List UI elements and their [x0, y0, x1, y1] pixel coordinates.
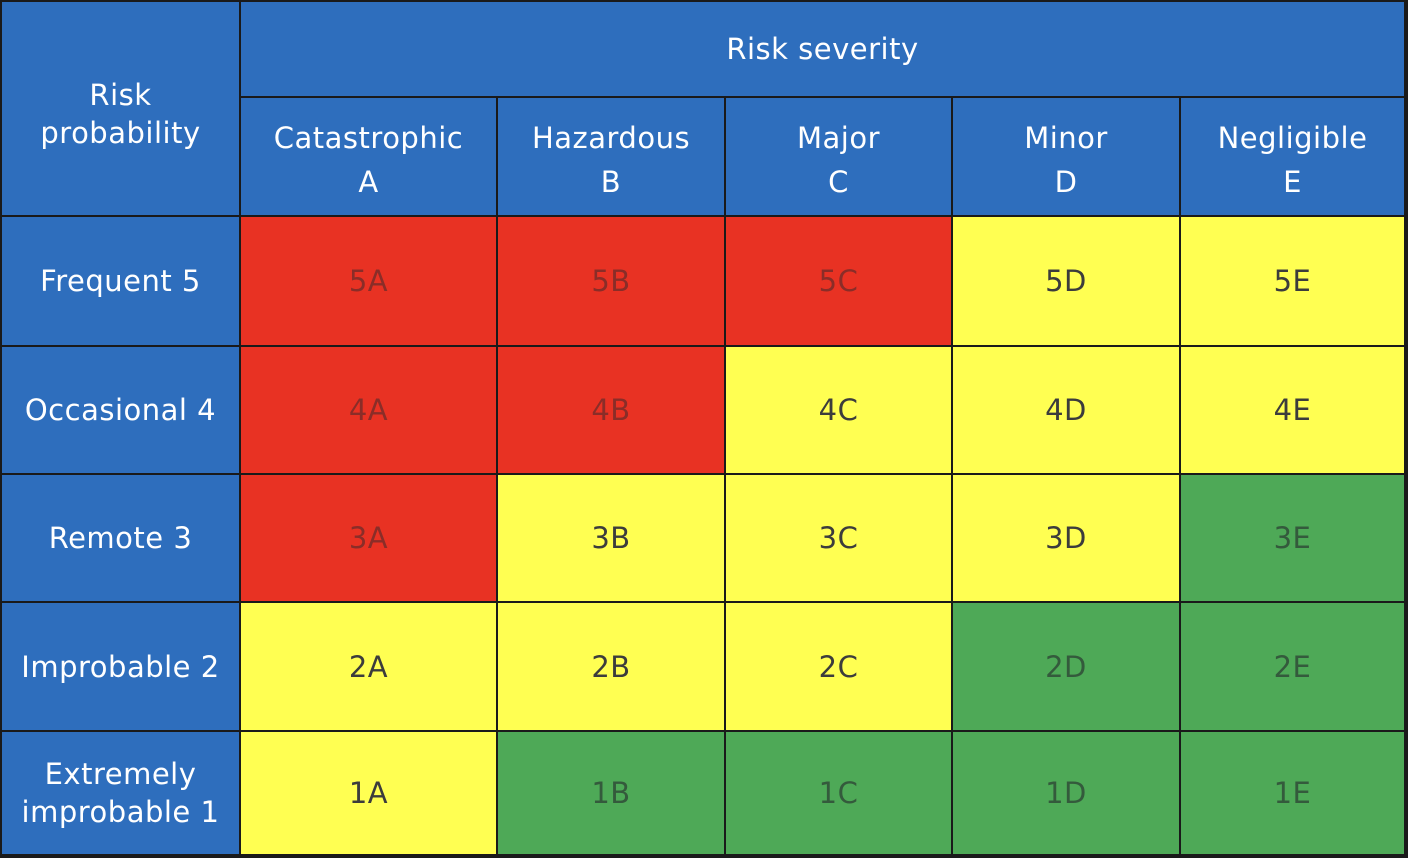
risk-cell-2a: 2A [241, 603, 496, 730]
probability-row-header: Extremely improbable 1 [2, 732, 239, 854]
severity-column-header: Minor D [953, 98, 1179, 215]
risk-cell-3e: 3E [1181, 475, 1404, 601]
risk-cell-2e: 2E [1181, 603, 1404, 730]
risk-cell-4d: 4D [953, 347, 1179, 473]
risk-cell-1c: 1C [726, 732, 951, 854]
risk-cell-2d: 2D [953, 603, 1179, 730]
risk-cell-1d: 1D [953, 732, 1179, 854]
risk-cell-1a: 1A [241, 732, 496, 854]
risk-cell-5b: 5B [498, 217, 724, 345]
severity-code: B [600, 164, 622, 199]
risk-cell-3d: 3D [953, 475, 1179, 601]
severity-name: Negligible [1217, 120, 1368, 155]
risk-cell-1e: 1E [1181, 732, 1404, 854]
risk-cell-3c: 3C [726, 475, 951, 601]
severity-code: E [1283, 164, 1302, 199]
risk-cell-5c: 5C [726, 217, 951, 345]
probability-row-header: Occasional 4 [2, 347, 239, 473]
risk-severity-header: Risk severity [241, 2, 1404, 96]
risk-cell-3a: 3A [241, 475, 496, 601]
severity-column-header: Hazardous B [498, 98, 724, 215]
severity-column-header: Negligible E [1181, 98, 1404, 215]
severity-column-header: Major C [726, 98, 951, 215]
risk-cell-1b: 1B [498, 732, 724, 854]
risk-cell-2b: 2B [498, 603, 724, 730]
risk-cell-5e: 5E [1181, 217, 1404, 345]
risk-cell-4a: 4A [241, 347, 496, 473]
severity-name: Catastrophic [273, 120, 464, 155]
severity-name: Minor [1024, 120, 1108, 155]
severity-code: A [358, 164, 379, 199]
probability-row-header: Frequent 5 [2, 217, 239, 345]
risk-cell-4c: 4C [726, 347, 951, 473]
risk-cell-5a: 5A [241, 217, 496, 345]
risk-cell-3b: 3B [498, 475, 724, 601]
severity-code: C [828, 164, 849, 199]
probability-row-header: Improbable 2 [2, 603, 239, 730]
risk-cell-4e: 4E [1181, 347, 1404, 473]
risk-probability-header: Risk probability [2, 2, 239, 215]
severity-column-header: Catastrophic A [241, 98, 496, 215]
probability-row-header: Remote 3 [2, 475, 239, 601]
risk-cell-2c: 2C [726, 603, 951, 730]
severity-code: D [1054, 164, 1078, 199]
risk-cell-4b: 4B [498, 347, 724, 473]
severity-name: Hazardous [531, 120, 691, 155]
severity-name: Major [796, 120, 880, 155]
risk-cell-5d: 5D [953, 217, 1179, 345]
